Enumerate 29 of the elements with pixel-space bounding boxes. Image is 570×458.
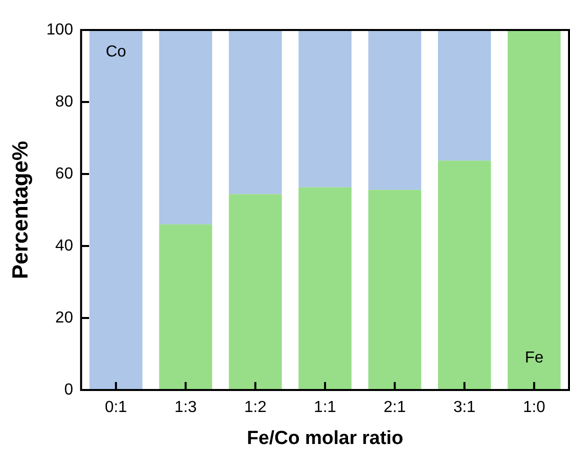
bar [438,160,491,390]
series-label: Co [106,43,126,60]
bar [438,30,491,161]
x-tick-label: 2:1 [384,399,406,416]
bar [159,224,212,390]
bar [159,30,212,224]
x-tick-label: 1:1 [314,399,336,416]
y-tick-label: 80 [55,93,74,110]
x-tick-label: 3:1 [453,399,476,416]
y-tick-label: 20 [55,309,74,326]
x-tick-label: 1:3 [174,399,197,416]
x-axis-title: Fe/Co molar ratio [246,428,404,449]
bar [298,30,352,188]
y-tick-label: 0 [64,381,74,398]
x-tick-label: 0:1 [104,399,128,416]
x-tick-label: 1:0 [523,399,546,416]
bar [368,190,422,390]
bar [508,30,561,390]
bar [89,30,142,390]
y-tick-label: 100 [46,21,74,38]
bar [228,194,282,390]
bar [228,30,282,194]
bar [368,30,422,190]
x-tick-label: 1:2 [244,399,267,416]
y-tick-label: 60 [55,165,74,182]
bar [298,187,352,390]
series-label: Fe [524,349,544,366]
y-axis-title: Percentage% [7,140,32,280]
y-tick-label: 40 [55,237,74,254]
